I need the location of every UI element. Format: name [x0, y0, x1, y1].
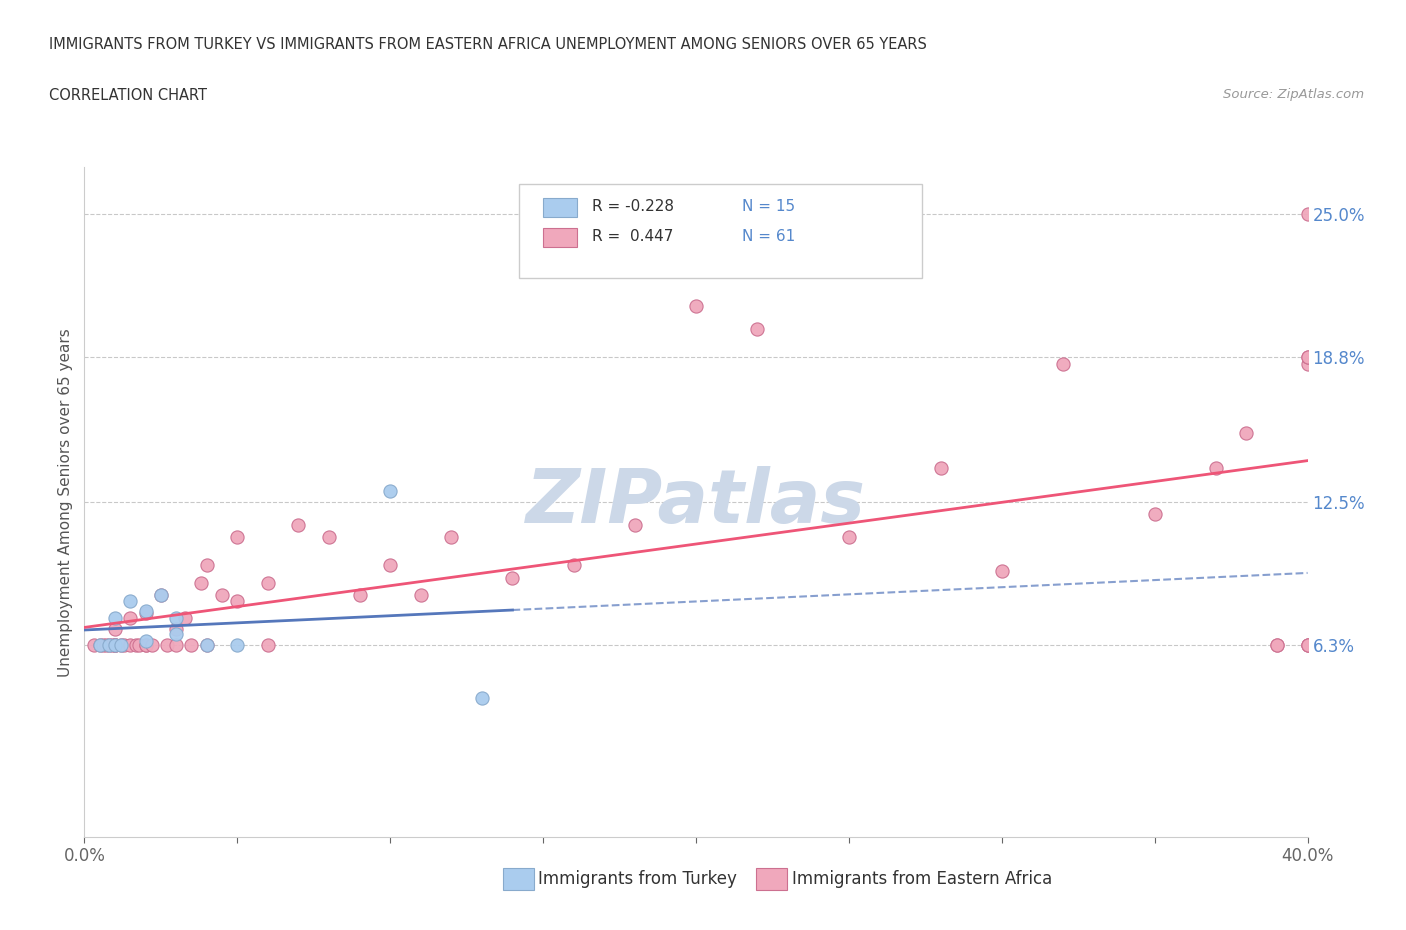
Point — [1265, 638, 1288, 653]
Point — [141, 638, 163, 653]
Point — [94, 638, 117, 653]
Text: IMMIGRANTS FROM TURKEY VS IMMIGRANTS FROM EASTERN AFRICA UNEMPLOYMENT AMONG SENI: IMMIGRANTS FROM TURKEY VS IMMIGRANTS FRO… — [49, 37, 927, 52]
Point — [1052, 356, 1074, 371]
Point — [120, 594, 142, 609]
Y-axis label: Unemployment Among Seniors over 65 years: Unemployment Among Seniors over 65 years — [58, 328, 73, 677]
Text: N = 61: N = 61 — [742, 229, 796, 244]
Point — [1265, 638, 1288, 653]
Point — [135, 605, 157, 620]
FancyBboxPatch shape — [503, 868, 534, 890]
Point — [112, 638, 135, 653]
Point — [257, 576, 280, 591]
Point — [409, 587, 432, 602]
Point — [104, 638, 127, 653]
Point — [104, 638, 127, 653]
Text: ZIPatlas: ZIPatlas — [526, 466, 866, 538]
Point — [380, 484, 402, 498]
Point — [83, 638, 105, 653]
Point — [1296, 638, 1319, 653]
Point — [135, 604, 157, 618]
FancyBboxPatch shape — [519, 184, 922, 278]
Point — [149, 587, 172, 602]
Point — [97, 638, 120, 653]
Point — [110, 638, 132, 653]
Text: N = 15: N = 15 — [742, 199, 796, 214]
Point — [838, 529, 860, 544]
Point — [349, 587, 371, 602]
Point — [174, 610, 197, 625]
Text: Immigrants from Eastern Africa: Immigrants from Eastern Africa — [792, 870, 1052, 888]
Point — [190, 576, 212, 591]
Point — [211, 587, 233, 602]
Point — [104, 622, 127, 637]
Point — [135, 638, 157, 653]
FancyBboxPatch shape — [756, 868, 787, 890]
Point — [125, 638, 148, 653]
Point — [128, 638, 150, 653]
Point — [1143, 506, 1166, 521]
Point — [97, 638, 120, 653]
FancyBboxPatch shape — [543, 229, 578, 247]
Point — [1205, 460, 1227, 475]
Point — [747, 322, 769, 337]
Point — [120, 638, 142, 653]
Point — [101, 638, 124, 653]
Point — [120, 610, 142, 625]
Text: Source: ZipAtlas.com: Source: ZipAtlas.com — [1223, 88, 1364, 101]
Point — [180, 638, 202, 653]
Point — [226, 638, 249, 653]
Point — [380, 557, 402, 572]
Point — [1296, 638, 1319, 653]
Point — [257, 638, 280, 653]
Point — [1296, 350, 1319, 365]
Point — [195, 638, 218, 653]
Point — [440, 529, 463, 544]
Point — [91, 638, 114, 653]
Point — [104, 638, 127, 653]
Text: R = -0.228: R = -0.228 — [592, 199, 673, 214]
Text: CORRELATION CHART: CORRELATION CHART — [49, 88, 207, 103]
Point — [165, 622, 187, 637]
Point — [135, 638, 157, 653]
Text: Immigrants from Turkey: Immigrants from Turkey — [538, 870, 737, 888]
Point — [156, 638, 179, 653]
Point — [104, 638, 127, 653]
Point — [135, 633, 157, 648]
Point — [165, 638, 187, 653]
Point — [110, 638, 132, 653]
Text: R =  0.447: R = 0.447 — [592, 229, 673, 244]
Point — [149, 587, 172, 602]
Point — [89, 638, 111, 653]
Point — [502, 571, 524, 586]
Point — [287, 518, 309, 533]
Point — [1296, 638, 1319, 653]
Point — [1296, 350, 1319, 365]
Point — [929, 460, 952, 475]
Point — [195, 638, 218, 653]
Point — [471, 691, 494, 706]
Point — [624, 518, 647, 533]
Point — [226, 594, 249, 609]
Point — [685, 299, 707, 313]
Point — [89, 638, 111, 653]
Point — [165, 627, 187, 642]
Point — [195, 557, 218, 572]
Point — [562, 557, 585, 572]
Point — [165, 610, 187, 625]
Point — [1296, 356, 1319, 371]
Point — [1236, 426, 1258, 441]
Point — [1296, 206, 1319, 221]
Point — [991, 564, 1014, 578]
Point — [318, 529, 340, 544]
Point — [226, 529, 249, 544]
FancyBboxPatch shape — [543, 198, 578, 217]
Point — [104, 610, 127, 625]
